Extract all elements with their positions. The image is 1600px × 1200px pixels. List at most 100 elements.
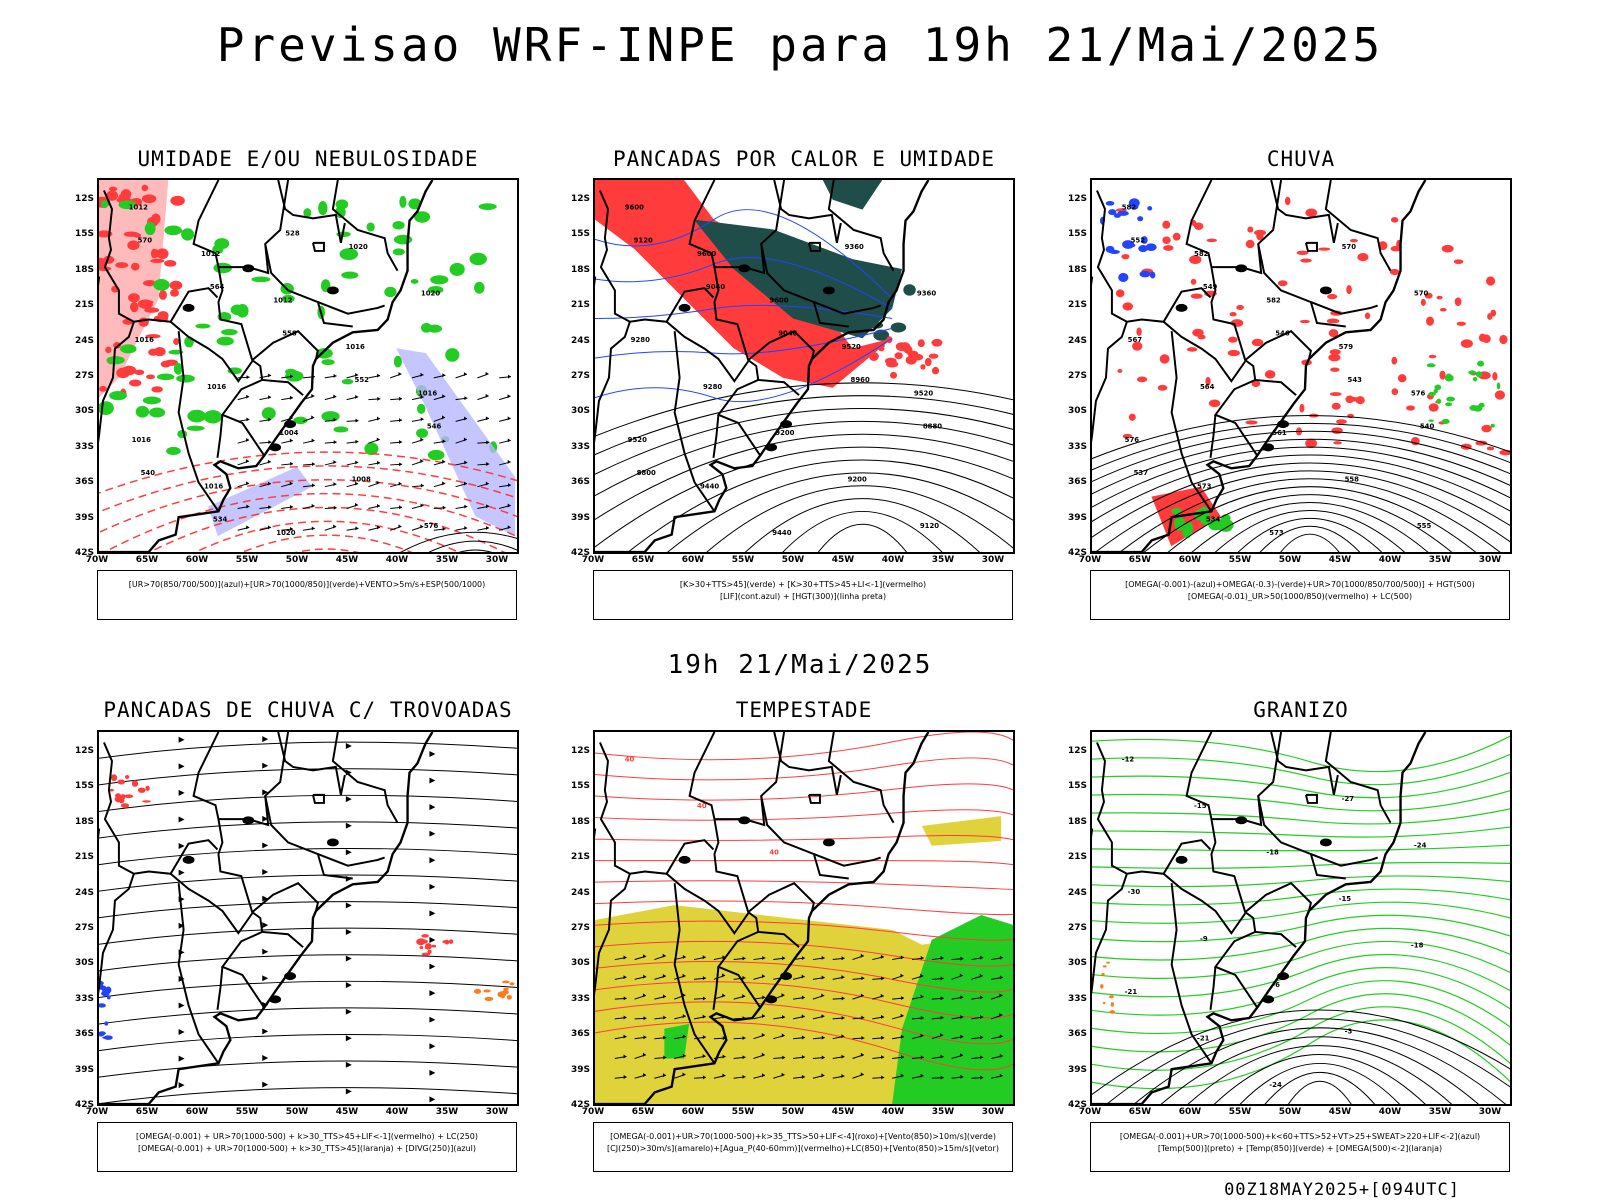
lon-tick-label: 70W — [85, 555, 109, 565]
wind-vector-head — [268, 525, 271, 530]
contour-label: 564 — [210, 283, 225, 291]
lake — [738, 816, 751, 825]
storm-cell — [431, 944, 437, 948]
flow-arrow — [262, 948, 269, 955]
red-convection — [595, 180, 893, 388]
rain-cell — [1331, 427, 1343, 434]
hgt300-contour — [595, 408, 1013, 475]
storm-cell — [120, 803, 130, 808]
lc850-contour — [595, 809, 1013, 821]
rain-cell — [1277, 280, 1288, 287]
contour-label: 8880 — [923, 422, 942, 430]
lat-tick-label: 42S — [1067, 548, 1087, 558]
omega-orange — [1100, 984, 1104, 989]
wind-vector-head — [507, 394, 511, 399]
lat-tick-label: 15S — [570, 229, 590, 240]
green-cell — [120, 344, 137, 354]
red-cell — [164, 359, 179, 366]
flow-arrow — [429, 883, 436, 890]
contour-label: 1016 — [204, 483, 223, 491]
wind-vector-head — [960, 995, 964, 1000]
lake — [678, 303, 691, 312]
hgt500-contour — [1092, 414, 1510, 460]
contour-label: 573 — [1197, 483, 1212, 491]
green-cell — [410, 279, 419, 284]
flow-arrow — [178, 736, 185, 743]
red-cell — [150, 248, 158, 259]
hgt300-contour — [817, 524, 907, 552]
rain-cell — [1481, 424, 1492, 433]
green-cell — [156, 373, 175, 381]
lon-tick-label: 55W — [235, 1107, 259, 1117]
streamline — [99, 1060, 517, 1078]
wind-vector-head — [420, 503, 424, 508]
lake — [269, 995, 282, 1004]
hgt500-contour — [1191, 502, 1429, 552]
omega-green — [1428, 391, 1436, 397]
green-cell — [335, 206, 346, 219]
temp850-contour — [1092, 888, 1510, 906]
wind-vector-head — [486, 504, 490, 509]
wind-vector-head — [311, 462, 315, 467]
streamline — [99, 901, 517, 919]
green-cell — [843, 295, 853, 307]
wind-vector-head — [246, 504, 250, 509]
lon-tick-label: 45W — [831, 555, 855, 565]
omega-blue — [1149, 271, 1156, 279]
wind-vector-head — [762, 1014, 766, 1018]
lat-tick-label: 15S — [570, 781, 590, 792]
wind-vector-head — [268, 440, 272, 445]
contour-label: 558 — [282, 329, 297, 337]
border-line — [1257, 180, 1346, 328]
hgt500-contour — [1092, 430, 1510, 483]
wind-vector-head — [442, 415, 445, 420]
contour-label: 567 — [1128, 336, 1143, 344]
wind-vector-head — [355, 526, 359, 531]
legend-line: [OMEGA(-0.001)-(azul)+OMEGA(-0.3)-(verde… — [1125, 580, 1475, 589]
wind-vector-head — [246, 525, 250, 530]
temp850-contour — [1092, 844, 1510, 852]
wind-vector-head — [399, 440, 403, 444]
wind-vector-head — [643, 954, 647, 959]
wind-vector-head — [881, 1014, 885, 1019]
wind-vector-head — [267, 481, 271, 486]
wind-vector-head — [821, 1035, 825, 1040]
temp850-contour — [1092, 735, 1510, 773]
streamline — [99, 794, 517, 812]
blue-humidity — [207, 466, 312, 537]
lon-tick-label: 45W — [1328, 555, 1352, 565]
contour-label: 1012 — [273, 297, 292, 305]
legend-line: [CJ(250)>30m/s](amarelo)+[Agua_P(40-60mm… — [607, 1144, 999, 1153]
lat-tick-label: 33S — [74, 993, 94, 1004]
rain-cell — [1121, 253, 1130, 260]
contour-label: 1016 — [132, 436, 151, 444]
wind-vector-head — [682, 1034, 686, 1039]
wind-vector-head — [355, 394, 359, 399]
wind-vector-head — [761, 1033, 765, 1037]
border-line — [1304, 241, 1318, 252]
flow-arrow — [345, 796, 352, 803]
wind-vector-head — [960, 1034, 964, 1039]
green-cell — [399, 195, 407, 208]
wind-vector-head — [399, 505, 403, 510]
red-cell — [144, 307, 160, 313]
border-line — [264, 732, 353, 880]
lat-tick-label: 42S — [74, 1100, 94, 1110]
storm-cell — [142, 800, 151, 803]
temp850-contour — [1092, 771, 1510, 799]
wind-vector-head — [901, 996, 904, 1001]
lat-tick-label: 15S — [74, 781, 94, 792]
wind-vector-head — [900, 1034, 904, 1039]
flow-arrow — [178, 843, 185, 849]
contour-label: -18 — [1411, 942, 1424, 950]
green-cell — [430, 275, 449, 285]
lon-tick-label: 50W — [781, 1107, 805, 1117]
flow-arrow — [429, 804, 436, 811]
wind-vector-head — [333, 440, 337, 445]
panel-title: TEMPESTADE — [735, 698, 873, 722]
flow-arrow — [345, 849, 352, 856]
lake — [780, 972, 793, 981]
field-layer: 1012 1012 1012 1016 1016 1016 1016 1020 1020 1020… — [99, 180, 517, 552]
divergence-blue — [99, 1032, 105, 1037]
wind-vector-head — [702, 1014, 706, 1019]
